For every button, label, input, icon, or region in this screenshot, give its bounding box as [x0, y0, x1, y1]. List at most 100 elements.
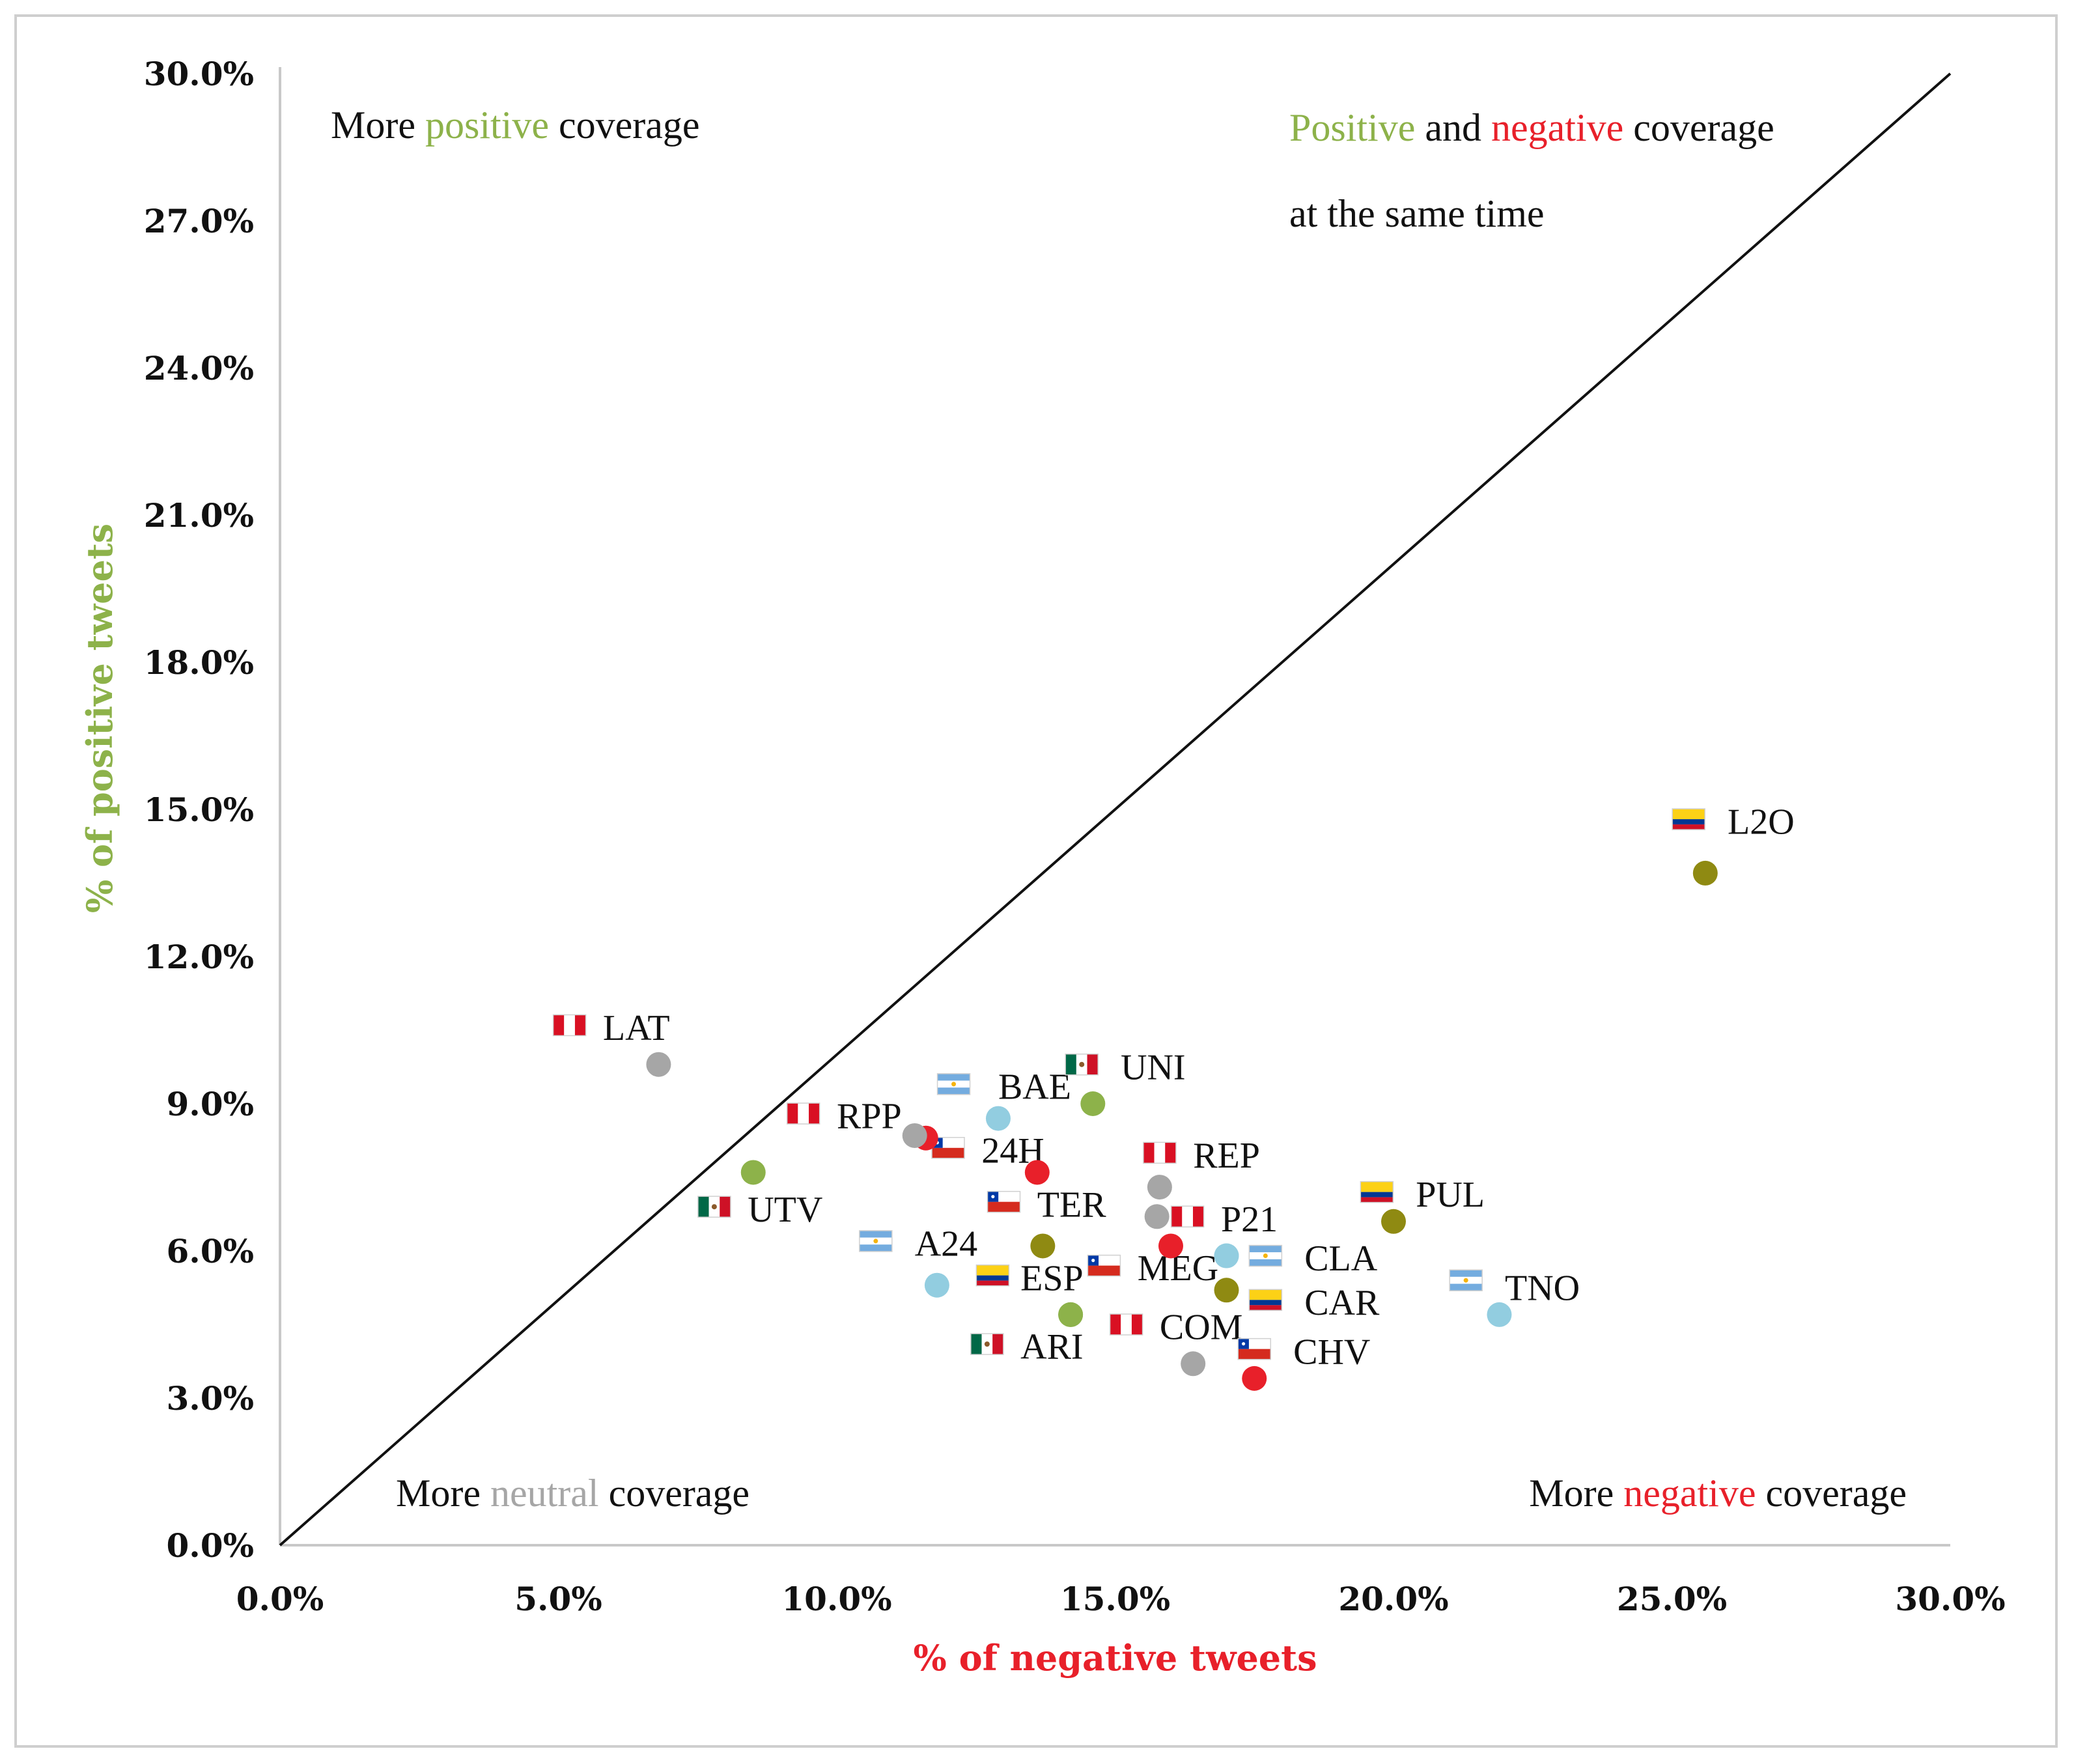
peru-flag-icon [1143, 1141, 1177, 1164]
point-label-utv: UTV [697, 1190, 822, 1230]
argentina-flag-icon [859, 1230, 893, 1252]
point-label-text: ESP [1020, 1258, 1084, 1298]
peru-flag-icon [786, 1102, 820, 1125]
point-label-text: RPP [837, 1097, 902, 1137]
y-tick-label: 27.0% [144, 202, 254, 240]
point-label-text: BAE [998, 1067, 1071, 1107]
data-point-ter [1030, 1233, 1056, 1259]
point-label-text: PUL [1416, 1175, 1485, 1215]
data-point-lat [646, 1052, 671, 1077]
point-label-lat: LAT [552, 1008, 670, 1048]
peru-flag-icon [1109, 1313, 1143, 1336]
point-label-cla: CLA [1248, 1239, 1378, 1279]
data-point-rep [1147, 1175, 1172, 1200]
y-tick-label: 21.0% [144, 496, 254, 535]
y-tick-label: 18.0% [144, 643, 254, 682]
reference-line [279, 72, 1952, 1547]
point-label-text: UNI [1121, 1047, 1186, 1087]
chile-flag-icon [1237, 1337, 1271, 1360]
point-label-text: P21 [1221, 1199, 1278, 1240]
point-label-text: CLA [1304, 1239, 1378, 1279]
peru-flag-icon [1170, 1205, 1205, 1228]
point-label-text: REP [1193, 1136, 1260, 1176]
y-tick-label: 30.0% [144, 55, 254, 93]
point-label-ari: ARI [970, 1327, 1084, 1367]
point-label-uni: UNI [1065, 1047, 1186, 1087]
argentina-flag-icon [1449, 1269, 1483, 1291]
y-tick-label: 15.0% [144, 791, 254, 829]
point-label-bae: BAE [936, 1067, 1071, 1107]
data-point-rpp-2 [902, 1123, 927, 1148]
chile-flag-icon [987, 1190, 1021, 1213]
point-label-car: CAR [1248, 1283, 1380, 1323]
axes: 0.0% 5.0% 10.0% 15.0% 20.0% 25.0% 30.0% 0.0% 3.0… [144, 55, 2006, 1618]
data-points [646, 860, 1718, 1391]
x-axis-title: % of negative tweets [914, 1637, 1317, 1679]
point-label-tno: TNO [1449, 1268, 1580, 1308]
point-label-esp: ESP [975, 1258, 1084, 1298]
data-point-bae [985, 1106, 1011, 1131]
point-label-text: CAR [1304, 1283, 1380, 1323]
quadrant-annotations: More positive coverage Positive and negat… [331, 104, 1907, 1515]
annotation-more-neutral: More neutral coverage [396, 1472, 750, 1515]
data-point-rep-2 [1144, 1204, 1170, 1229]
point-label-text: A24 [915, 1224, 977, 1265]
x-tick-label: 10.0% [781, 1580, 891, 1618]
peru-flag-icon [552, 1014, 587, 1037]
point-label-com: COM [1109, 1308, 1243, 1348]
colombia-flag-icon [975, 1264, 1010, 1287]
point-label-a24: A24 [859, 1224, 977, 1265]
x-tick-label: 5.0% [514, 1580, 602, 1618]
point-label-text: CHV [1293, 1332, 1370, 1372]
x-tick-label: 25.0% [1617, 1580, 1727, 1618]
chile-flag-icon [1087, 1254, 1121, 1277]
data-point-com [1181, 1351, 1206, 1377]
diagonal-line [279, 72, 1952, 1547]
y-tick-label: 24.0% [144, 349, 254, 387]
annotation-more-negative: More negative coverage [1529, 1472, 1907, 1515]
axis-titles: % of negative tweets % of positive tweets [79, 524, 1317, 1679]
y-axis-title: % of positive tweets [79, 524, 120, 913]
data-point-p21 [1158, 1233, 1183, 1259]
point-label-text: L2O [1728, 802, 1795, 843]
data-point-utv [740, 1160, 766, 1185]
data-point-car [1214, 1278, 1239, 1303]
point-label-text: ARI [1020, 1327, 1083, 1367]
point-label-pul: PUL [1360, 1175, 1485, 1215]
data-point-chv [1242, 1365, 1267, 1391]
data-point-cla [1214, 1243, 1239, 1268]
x-tick-label: 0.0% [236, 1580, 324, 1618]
y-tick-label: 9.0% [167, 1085, 255, 1123]
y-tick-label: 3.0% [167, 1379, 255, 1418]
point-label-rpp: RPP [786, 1097, 902, 1137]
data-point-24h [1024, 1160, 1050, 1185]
data-point-uni [1080, 1091, 1106, 1116]
point-label-text: COM [1160, 1308, 1243, 1348]
argentina-flag-icon [1248, 1244, 1283, 1267]
colombia-flag-icon [1672, 808, 1705, 830]
y-tick-label: 12.0% [144, 938, 254, 976]
x-tick-label: 30.0% [1895, 1580, 2005, 1618]
y-tick-label: 6.0% [167, 1232, 255, 1270]
annotation-same-time: at the same time [1289, 192, 1545, 235]
argentina-flag-icon [936, 1073, 971, 1095]
colombia-flag-icon [1360, 1181, 1394, 1203]
point-label-text: TNO [1505, 1268, 1580, 1308]
data-point-ari [1058, 1302, 1084, 1327]
annotation-more-positive: More positive coverage [331, 104, 699, 147]
point-label-chv: CHV [1237, 1332, 1370, 1372]
point-label-text: UTV [748, 1190, 822, 1230]
data-point-pul [1381, 1209, 1406, 1234]
y-tick-label: 0.0% [167, 1526, 255, 1565]
point-label-meg: MEG [1087, 1248, 1218, 1289]
mexico-flag-icon [697, 1196, 731, 1218]
data-point-a24 [924, 1272, 949, 1298]
point-label-ter: TER [987, 1184, 1106, 1225]
mexico-flag-icon [1065, 1053, 1099, 1076]
mexico-flag-icon [970, 1333, 1004, 1355]
point-label-l2o: L2O [1672, 802, 1795, 843]
point-label-rep: REP [1143, 1136, 1260, 1176]
x-tick-label: 20.0% [1338, 1580, 1448, 1618]
point-label-text: TER [1037, 1184, 1106, 1225]
